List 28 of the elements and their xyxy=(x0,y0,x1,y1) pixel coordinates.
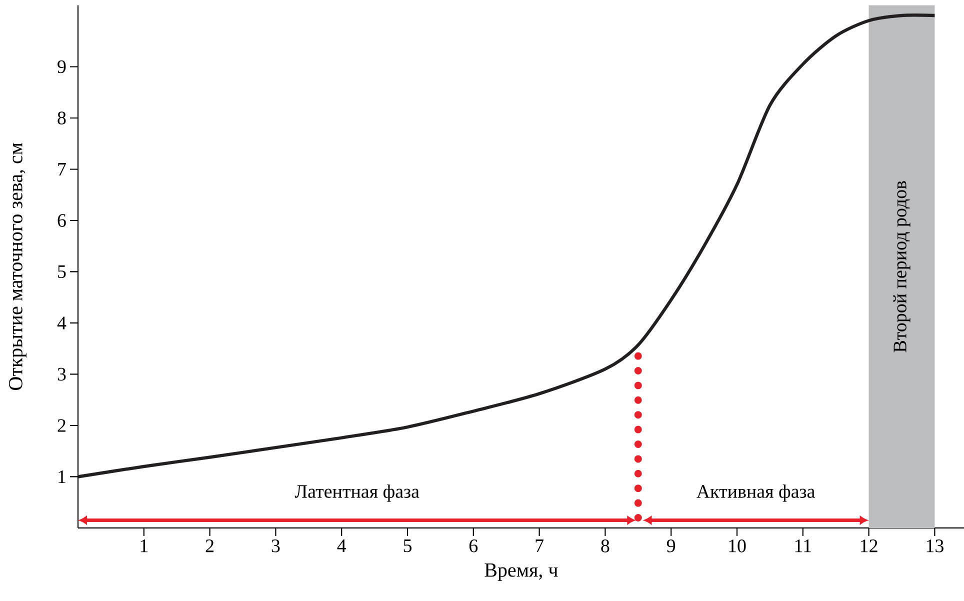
x-tick-label: 2 xyxy=(206,540,214,552)
y-tick-label: 9 xyxy=(58,60,66,74)
y-tick-label: 7 xyxy=(58,163,66,176)
y-tick-label: 2 xyxy=(58,419,66,432)
line-series xyxy=(76,14,936,478)
x-tick-label: 11 xyxy=(795,540,811,552)
y-tick-label: 4 xyxy=(57,316,66,330)
x-tick-label: 10 xyxy=(729,540,746,552)
y-tick-label: 5 xyxy=(58,265,66,278)
y-tick-label: 1 xyxy=(58,470,66,484)
x-tick-label: 13 xyxy=(926,540,944,552)
x-tick-label: 1 xyxy=(140,540,148,552)
y-axis-title: Открытие маточного зева, см xyxy=(8,142,26,390)
x-axis-title: Время, ч xyxy=(484,564,558,581)
annotation: Активная фаза xyxy=(696,484,815,502)
x-tick-label: 6 xyxy=(469,540,478,552)
x-tick-label: 7 xyxy=(536,540,544,552)
x-tick-label: 5 xyxy=(404,540,412,552)
x-tick-label: 9 xyxy=(666,540,676,552)
y-tick-label: 8 xyxy=(58,112,66,124)
y-tick-label: 6 xyxy=(58,214,66,227)
y-tick-label: 3 xyxy=(58,368,66,381)
x-tick-label: 4 xyxy=(337,540,346,552)
x-tick-label: 3 xyxy=(272,540,280,552)
x-tick-label: 12 xyxy=(860,540,878,552)
annotation: Латентная фаза xyxy=(294,484,420,502)
x-tick-label: 8 xyxy=(601,540,610,552)
band-label: Второй период родов xyxy=(893,181,910,352)
